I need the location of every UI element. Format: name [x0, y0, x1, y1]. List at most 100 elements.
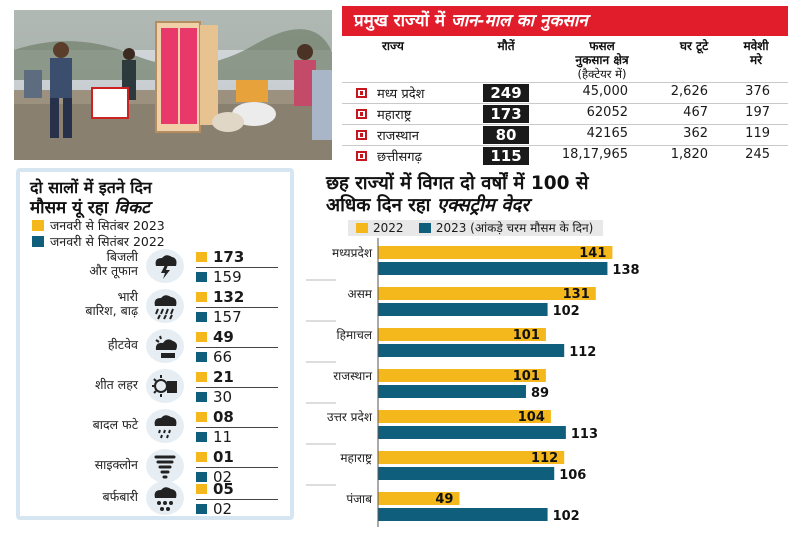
bar-2023 [378, 344, 565, 357]
bar-2023 [378, 385, 526, 398]
value-2022: 66 [196, 348, 232, 366]
bar-chart-svg: मध्यप्रदेश 141 138 असम 131 102 हिमाचल 101 112 राज… [306, 238, 640, 527]
chart-title-prefix: अधिक दिन रहा [326, 195, 431, 216]
value-2023: 21 [196, 368, 234, 386]
item-label: बर्फबारी [28, 490, 138, 504]
extreme-weather-chart: छह राज्यों में विगत दो वर्षों में 100 से… [300, 168, 790, 528]
panel-title-highlight: विकट [114, 198, 150, 218]
row-houses: 2,626 [670, 84, 708, 99]
item-label-line1: शीत लहर [94, 377, 138, 392]
data-label-2023: 112 [569, 345, 596, 360]
legend-label-2022: 2022 [373, 221, 404, 235]
value-2023-text: 49 [213, 328, 234, 346]
category-label: पंजाब [346, 492, 373, 506]
value-2022: 11 [196, 428, 232, 446]
data-label-2022: 101 [513, 328, 540, 343]
category-label: हिमाचल [336, 328, 372, 342]
data-label-2022: 112 [531, 451, 558, 466]
item-label-line1: साइक्लोन [94, 457, 138, 472]
data-label-2023: 106 [559, 468, 586, 483]
value-2023: 49 [196, 328, 234, 346]
item-label-line1: बिजली [106, 249, 138, 264]
table-row: महाराष्ट्र 173 62052 467 197 [342, 103, 788, 123]
value-2022-text: 02 [213, 500, 233, 518]
item-label-line2: बारिश, बाढ़ [85, 303, 138, 318]
flood-scene-image [14, 10, 332, 160]
divider [196, 347, 278, 348]
value-2023-text: 05 [213, 480, 234, 498]
row-deaths: 173 [483, 105, 529, 123]
chart-title-line2: अधिक दिन रहा एक्सट्रीम वेदर [326, 192, 529, 217]
swatch-2023 [196, 252, 207, 262]
swatch-2023 [196, 452, 207, 462]
legend-2023: जनवरी से सितंबर 2023 [32, 217, 165, 234]
swatch-2023 [196, 412, 207, 422]
bar-2022 [378, 410, 551, 423]
header-crop-line2: नुकसान क्षेत्र [575, 53, 629, 67]
cold-wave-icon [146, 369, 184, 403]
row-crop: 62052 [586, 105, 628, 120]
legend-label-2023: 2023 (आंकड़े चरम मौसम के दिन) [435, 221, 594, 235]
row-houses: 1,820 [670, 147, 708, 162]
row-cattle: 197 [745, 105, 770, 120]
bullet-icon [356, 109, 367, 119]
swatch-2022 [196, 472, 207, 482]
bullet-icon [356, 151, 367, 161]
bullet-icon [356, 88, 367, 98]
value-2022: 159 [196, 268, 242, 286]
legend-swatch-2022 [32, 236, 44, 247]
header-cattle-line2: मरे [749, 53, 763, 67]
header-crop-unit: (हैक्टेयर में) [577, 67, 627, 81]
value-2023-text: 01 [213, 448, 234, 466]
cloudburst-icon [146, 409, 184, 443]
row-houses: 362 [683, 126, 708, 141]
data-label-2023: 113 [571, 427, 598, 442]
header-cattle: मवेशी मरे [726, 39, 786, 67]
bullet-icon [356, 130, 367, 140]
cyclone-icon [146, 449, 184, 483]
value-2022-text: 157 [213, 308, 242, 326]
value-2022-text: 02 [213, 468, 233, 486]
weather-days-panel: दो सालों में इतने दिन मौसम यूं रहा विकट … [16, 168, 294, 520]
divider [196, 307, 278, 308]
divider [196, 387, 278, 388]
header-state: राज्य [382, 39, 404, 53]
header-crop-line1: फसल [589, 39, 615, 53]
news-photo [14, 10, 332, 160]
bar-2023 [378, 303, 548, 316]
data-label-2022: 141 [579, 246, 606, 261]
item-label: भारी बारिश, बाढ़ [28, 290, 138, 318]
bar-2022 [378, 328, 546, 341]
header-deaths: मौतें [497, 39, 515, 53]
value-2023-text: 132 [213, 288, 245, 306]
chart-title-highlight: एक्सट्रीम वेदर [436, 195, 529, 216]
row-deaths: 249 [483, 84, 529, 102]
swatch-2022 [196, 432, 207, 442]
item-label: हीटवेव [28, 338, 138, 352]
panel-title-line1: दो सालों में इतने दिन [30, 178, 152, 197]
chart-title-line1: छह राज्यों में विगत दो वर्षों में 100 से [326, 173, 589, 194]
row-state: महाराष्ट्र [377, 108, 412, 123]
table-row: मध्य प्रदेश 249 45,000 2,626 376 [342, 82, 788, 102]
table-title-prefix: प्रमुख राज्यों में [354, 11, 446, 31]
category-label: महाराष्ट्र [340, 451, 373, 465]
value-2023: 05 [196, 480, 234, 498]
list-item: बर्फबारी 05 02 [20, 478, 290, 518]
data-label-2023: 102 [553, 304, 580, 319]
row-deaths: 80 [483, 126, 529, 144]
table-title-highlight: जान-माल का नुकसान [451, 11, 588, 31]
header-crop: फसल नुकसान क्षेत्र (हैक्टेयर में) [542, 39, 662, 81]
list-item: हीटवेव 49 66 [20, 326, 290, 366]
value-2022: 157 [196, 308, 242, 326]
value-2022: 02 [196, 500, 232, 518]
divider [196, 267, 278, 268]
item-label-line1: बादल फटे [92, 417, 138, 432]
item-label: बिजली और तूफान [28, 250, 138, 278]
swatch-2022 [196, 504, 207, 514]
value-2022-text: 66 [213, 348, 233, 366]
data-label-2022: 131 [563, 287, 590, 302]
snowfall-icon [146, 481, 184, 515]
row-deaths: 115 [483, 147, 529, 165]
swatch-2022 [196, 392, 207, 402]
row-state: राजस्थान [377, 129, 420, 144]
